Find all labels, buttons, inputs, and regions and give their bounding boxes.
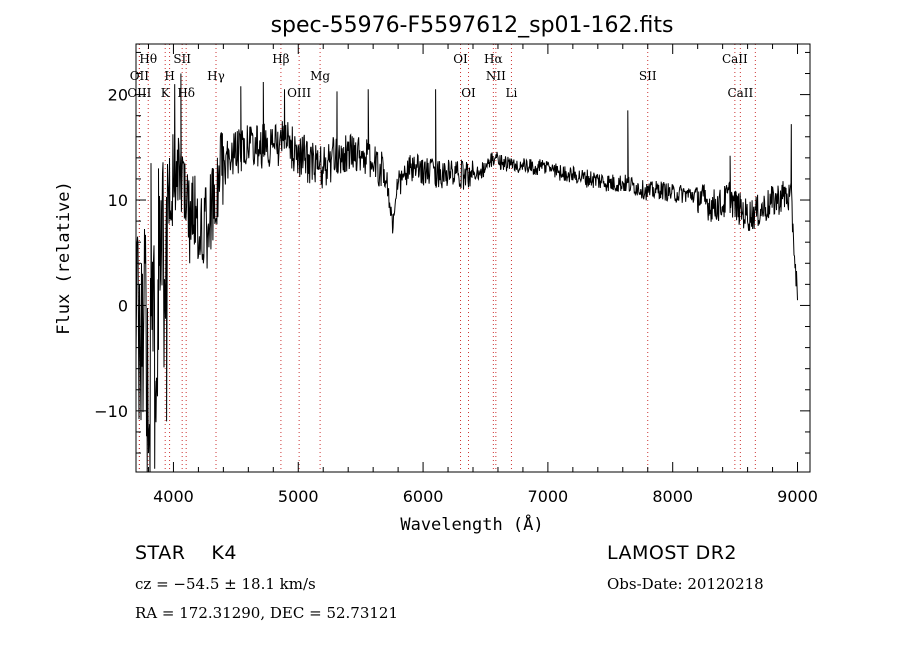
line-marker-label: OI xyxy=(453,52,468,66)
line-marker-label: SII xyxy=(173,52,191,66)
spectrum-chart: spec-55976-F5597612_sp01-162.fits Hθ OII O… xyxy=(54,13,818,535)
x-tick-label: 7000 xyxy=(528,487,569,506)
line-marker-label: OIII xyxy=(127,86,151,100)
x-axis: 4000 5000 6000 7000 8000 9000 xyxy=(147,44,818,506)
y-tick-label: 10 xyxy=(108,191,128,210)
line-marker-label: NII xyxy=(486,69,506,83)
object-class: STAR xyxy=(135,542,186,564)
coordinates-info: RA = 172.31290, DEC = 52.73121 xyxy=(135,604,399,622)
x-tick-label: 9000 xyxy=(777,487,818,506)
y-tick-label: 0 xyxy=(118,296,128,315)
x-tick-label: 4000 xyxy=(153,487,194,506)
line-marker-label: Mg xyxy=(310,69,330,83)
line-marker-label: SII xyxy=(639,69,657,83)
x-tick-label: 5000 xyxy=(278,487,319,506)
line-marker-group xyxy=(138,44,756,472)
plot-frame xyxy=(135,43,811,473)
survey-name: LAMOST DR2 xyxy=(607,542,737,564)
line-marker-label: K xyxy=(161,86,171,100)
redshift-info: cz = −54.5 ± 18.1 km/s xyxy=(135,575,316,593)
y-tick-label: 20 xyxy=(108,86,128,105)
object-class-line: STAR K4 xyxy=(135,542,237,564)
spectrum-line xyxy=(135,73,798,473)
x-tick-label: 6000 xyxy=(403,487,444,506)
line-marker-label: Hγ xyxy=(207,69,225,83)
line-marker-label: CaII xyxy=(722,52,748,66)
line-marker-label: Li xyxy=(506,86,518,100)
line-marker-label: Hβ xyxy=(272,52,289,66)
y-tick-label: −10 xyxy=(94,402,128,421)
chart-title: spec-55976-F5597612_sp01-162.fits xyxy=(271,13,674,38)
y-axis-label: Flux (relative) xyxy=(54,181,74,335)
y-axis: −10 0 10 20 xyxy=(94,51,810,454)
line-marker-label: OII xyxy=(130,69,150,83)
observation-date: Obs-Date: 20120218 xyxy=(607,575,764,593)
line-marker-label: Hα xyxy=(484,52,503,66)
line-marker-label: OIII xyxy=(287,86,311,100)
line-marker-label: H xyxy=(164,69,174,83)
x-axis-label: Wavelength (Å) xyxy=(400,513,543,535)
line-marker-label: CaII xyxy=(727,86,753,100)
line-marker-label: Hδ xyxy=(177,86,195,100)
x-tick-label: 8000 xyxy=(652,487,693,506)
line-marker-label: Hθ xyxy=(139,52,157,66)
line-marker-label: OI xyxy=(461,86,476,100)
spectral-subclass: K4 xyxy=(211,542,237,564)
